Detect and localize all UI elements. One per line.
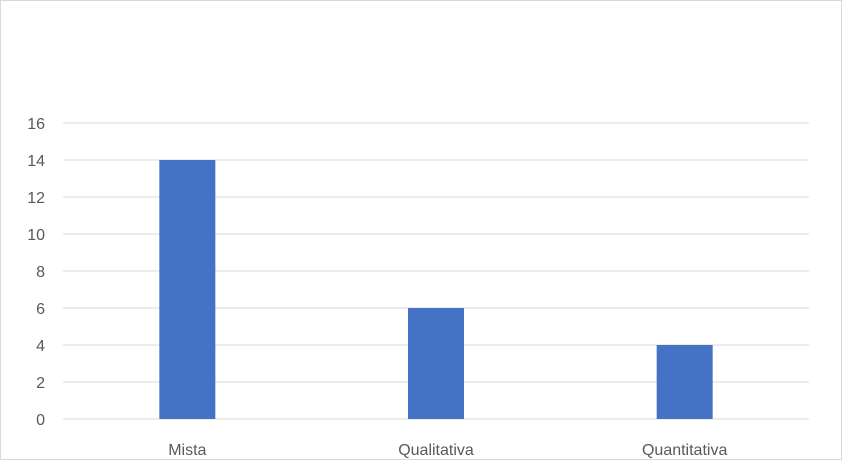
y-tick-label: 0 — [36, 412, 45, 429]
bars — [159, 160, 713, 419]
x-category-label: Quantitativa — [642, 442, 727, 459]
y-tick-label: 4 — [36, 338, 45, 355]
y-tick-label: 14 — [27, 153, 45, 170]
x-category-label: Qualitativa — [398, 442, 474, 459]
y-tick-label: 16 — [27, 116, 45, 133]
bar-mista — [159, 160, 216, 419]
x-axis-categories: Mista Qualitativa Quantitativa — [168, 442, 727, 459]
bar-qualitativa — [408, 308, 464, 419]
y-axis-ticks: 0 2 4 6 8 10 12 14 16 — [27, 116, 45, 429]
y-tick-label: 10 — [27, 227, 45, 244]
y-tick-label: 12 — [27, 190, 45, 207]
y-tick-label: 6 — [36, 301, 45, 318]
x-category-label: Mista — [168, 442, 206, 459]
y-tick-label: 8 — [36, 264, 45, 281]
bar-quantitativa — [656, 345, 713, 419]
y-tick-label: 2 — [36, 375, 45, 392]
